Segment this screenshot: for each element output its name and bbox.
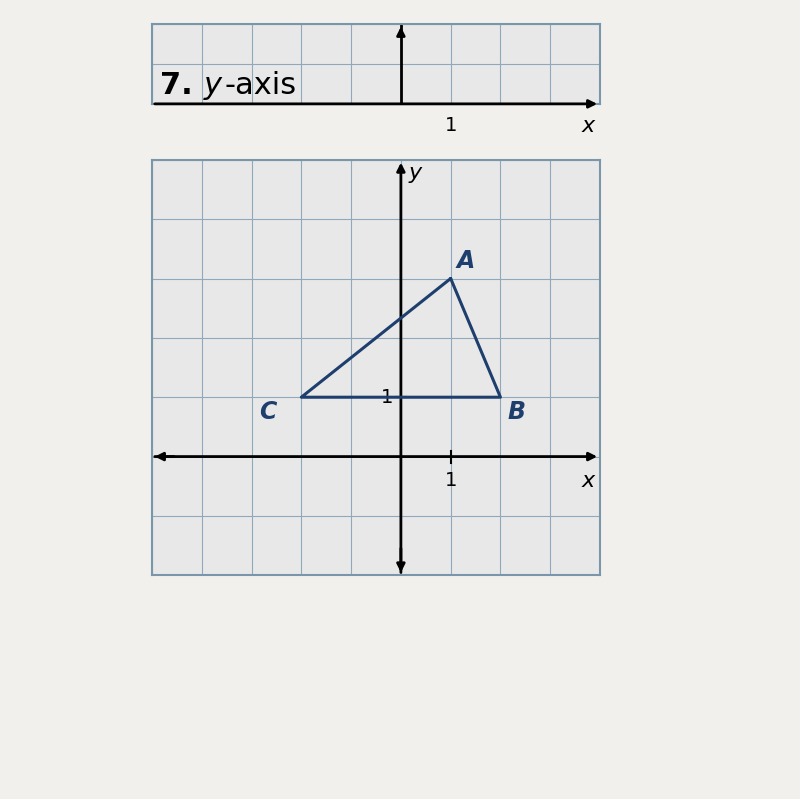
Text: 1: 1 (445, 471, 457, 491)
Text: y: y (204, 71, 222, 100)
Text: x: x (582, 116, 595, 136)
Text: y: y (408, 163, 422, 183)
Text: B: B (508, 400, 526, 424)
Text: -axis: -axis (224, 71, 296, 100)
Text: 7.: 7. (160, 71, 203, 100)
Text: C: C (259, 400, 277, 424)
Text: 1: 1 (445, 116, 457, 135)
Text: 1: 1 (381, 388, 394, 407)
Text: x: x (582, 471, 595, 491)
Text: A: A (457, 248, 475, 272)
